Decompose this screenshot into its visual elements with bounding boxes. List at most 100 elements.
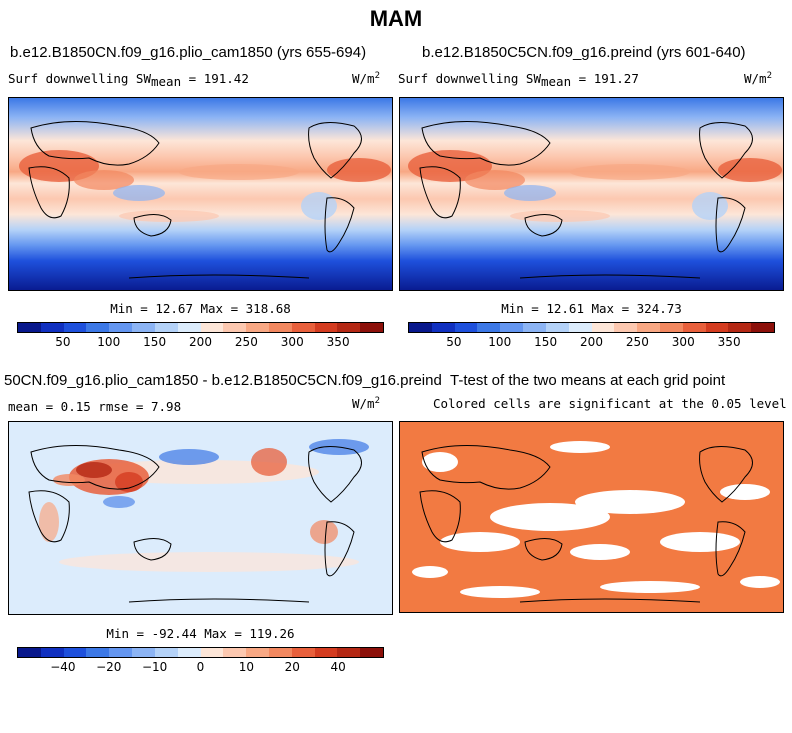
colorbar-swatch — [337, 648, 361, 657]
colorbar-swatch — [40, 648, 64, 657]
map-bottom-right — [399, 421, 784, 613]
colorbar-tick-label: 50 — [446, 335, 462, 349]
map-bottom-right-field — [400, 422, 783, 612]
colorbar-ticks-top-right: 50 100 150 200 250 300 350 — [408, 335, 775, 351]
var-label-top-left: Surf downwelling SWmean = 191.42 — [8, 71, 249, 89]
colorbar-swatch — [337, 323, 361, 332]
colorbar-swatch — [314, 323, 338, 332]
colorbar-swatch — [360, 648, 383, 657]
colorbar-swatch — [268, 648, 292, 657]
colorbar-tick-label: 150 — [143, 335, 167, 349]
colorbar-swatch — [40, 323, 64, 332]
units-text: W/m — [352, 396, 375, 412]
colorbar-tick-label: 350 — [326, 335, 350, 349]
colorbar-tick-label: 150 — [534, 335, 558, 349]
colorbar-swatch — [109, 323, 133, 332]
colorbar-swatch — [431, 323, 455, 332]
units-exp: 2 — [766, 71, 772, 81]
figure-title: MAM — [369, 6, 423, 31]
colorbar-swatch — [86, 323, 110, 332]
colorbar-bottom-left — [17, 647, 384, 658]
colorbar-tick-label: 300 — [280, 335, 304, 349]
colorbar-tick-label: 200 — [189, 335, 212, 349]
stats-bottom-left: mean = 0.15 rmse = 7.98 — [8, 399, 182, 414]
colorbar-swatch — [177, 323, 201, 332]
var-name: Surf downwelling SW — [398, 71, 541, 86]
colorbar-tick-label: 20 — [284, 660, 300, 674]
mean-value: = 191.27 — [578, 71, 639, 86]
units-exp: 2 — [374, 71, 380, 81]
colorbar-tick-label: 350 — [717, 335, 741, 349]
colorbar-swatch — [523, 323, 546, 332]
panel-title-bottom-right: T-test of the two means at each grid poi… — [450, 372, 726, 389]
colorbar-tick-label: 0 — [196, 660, 205, 674]
colorbar-tick-label: 250 — [625, 335, 649, 349]
mean-value: = 191.42 — [188, 71, 249, 86]
map-top-left-field — [9, 98, 392, 290]
colorbar-swatch — [545, 323, 569, 332]
colorbar-swatch — [291, 648, 315, 657]
colorbar-ticks-bottom-left: −40 −20 −10 0 10 20 40 — [17, 660, 384, 676]
colorbar-swatch — [18, 323, 41, 332]
panel-title-top-right: b.e12.B1850C5CN.f09_g16.preind (yrs 601-… — [422, 44, 746, 61]
var-label-top-right: Surf downwelling SWmean = 191.27 — [398, 71, 639, 89]
colorbar-swatch — [728, 323, 752, 332]
colorbar-swatch — [86, 648, 110, 657]
colorbar-swatch — [454, 323, 478, 332]
panel-title-bottom-left: 50CN.f09_g16.plio_cam1850 - b.e12.B1850C… — [4, 372, 442, 389]
map-bottom-left — [8, 421, 393, 615]
units-bottom-left: W/m2 — [352, 396, 380, 411]
map-bottom-left-field — [9, 422, 392, 614]
colorbar-tick-label: 250 — [234, 335, 258, 349]
colorbar-top-left — [17, 322, 384, 333]
colorbar-swatch — [223, 648, 247, 657]
minmax-bottom-left: Min = -92.44 Max = 119.26 — [106, 626, 295, 641]
colorbar-tick-label: 50 — [55, 335, 71, 349]
colorbar-swatch — [682, 323, 706, 332]
colorbar-swatch — [568, 323, 592, 332]
units-top-right: W/m2 — [744, 71, 772, 86]
colorbar-swatch — [268, 323, 292, 332]
subtitle-bottom-right: Colored cells are significant at the 0.0… — [433, 396, 787, 411]
panel-title-top-left: b.e12.B1850CN.f09_g16.plio_cam1850 (yrs … — [10, 44, 367, 61]
colorbar-tick-label: −40 — [50, 660, 76, 674]
colorbar-tick-label: 300 — [671, 335, 695, 349]
colorbar-tick-label: −20 — [96, 660, 122, 674]
colorbar-swatch — [200, 323, 224, 332]
units-exp: 2 — [374, 396, 380, 406]
colorbar-swatch — [705, 323, 729, 332]
colorbar-swatch — [132, 648, 155, 657]
mean-prefix: mean — [151, 74, 182, 89]
colorbar-swatch — [614, 323, 638, 332]
colorbar-swatch — [154, 323, 178, 332]
units-top-left: W/m2 — [352, 71, 380, 86]
units-text: W/m — [744, 71, 767, 87]
colorbar-top-right — [408, 322, 775, 333]
colorbar-swatch — [223, 323, 247, 332]
colorbar-tick-label: 200 — [580, 335, 603, 349]
colorbar-swatch — [200, 648, 224, 657]
colorbar-tick-label: −10 — [141, 660, 168, 674]
mean-prefix: mean — [541, 74, 572, 89]
colorbar-tick-label: 100 — [97, 335, 121, 349]
colorbar-swatch — [591, 323, 615, 332]
colorbar-swatch — [291, 323, 315, 332]
colorbar-swatch — [477, 323, 501, 332]
colorbar-tick-label: 40 — [330, 660, 346, 674]
map-top-left — [8, 97, 393, 291]
colorbar-swatch — [177, 648, 201, 657]
colorbar-swatch — [109, 648, 133, 657]
minmax-top-left: Min = 12.67 Max = 318.68 — [110, 301, 291, 316]
colorbar-swatch — [751, 323, 774, 332]
colorbar-swatch — [500, 323, 524, 332]
colorbar-swatch — [63, 648, 87, 657]
colorbar-swatch — [63, 323, 87, 332]
map-top-right — [399, 97, 784, 291]
colorbar-swatch — [409, 323, 432, 332]
minmax-top-right: Min = 12.61 Max = 324.73 — [501, 301, 682, 316]
map-top-right-field — [400, 98, 783, 290]
colorbar-swatch — [659, 323, 683, 332]
colorbar-swatch — [360, 323, 383, 332]
var-name: Surf downwelling SW — [8, 71, 151, 86]
colorbar-ticks-top-left: 50 100 150 200 250 300 350 — [17, 335, 384, 351]
